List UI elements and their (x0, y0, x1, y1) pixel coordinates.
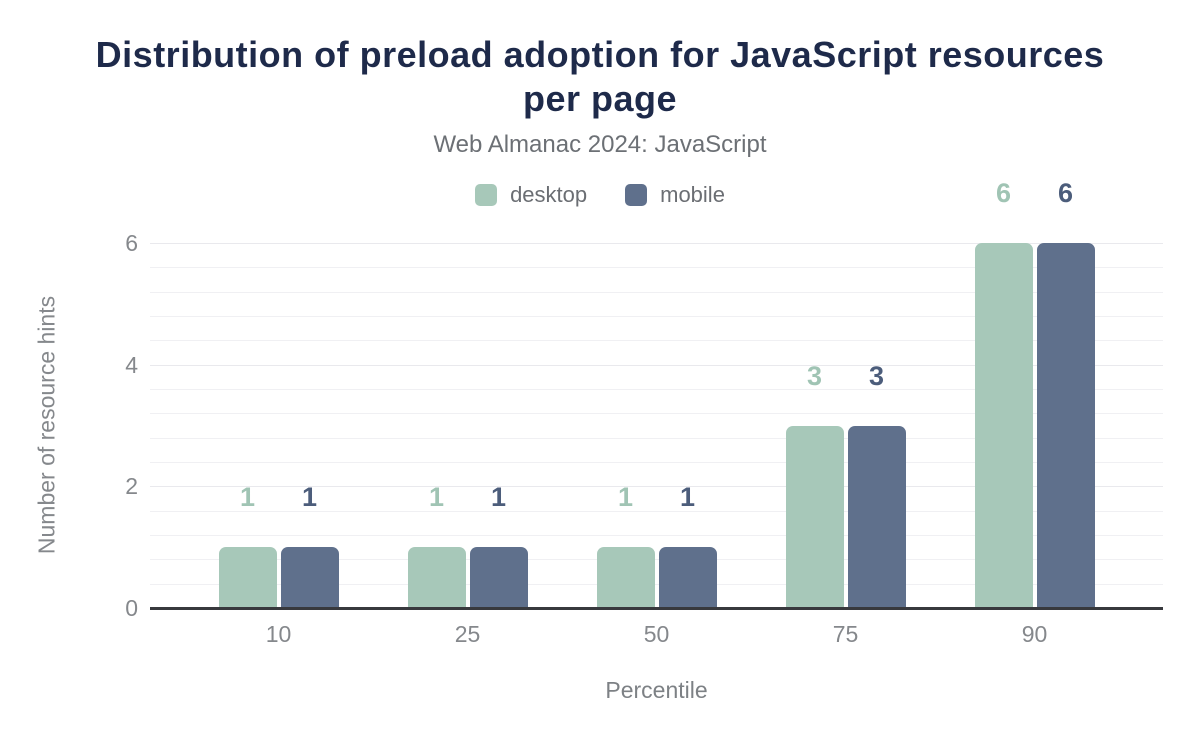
value-label-desktop-p10: 1 (239, 482, 256, 513)
bar-mobile-p75[interactable] (847, 425, 906, 608)
y-tick-6: 6 (125, 230, 138, 256)
gridline-y-0.8 (150, 559, 1163, 561)
bar-mobile-p90[interactable] (1036, 243, 1095, 608)
bar-desktop-p75[interactable] (785, 425, 844, 608)
y-tick-4: 4 (125, 351, 138, 378)
y-tick-2: 2 (125, 473, 138, 500)
value-label-desktop-p75: 3 (806, 360, 823, 391)
gridline-y-4.4 (150, 340, 1163, 342)
bar-mobile-p25[interactable] (469, 547, 528, 608)
x-tick-10: 10 (265, 621, 292, 647)
plot-area: 1 1 10 1 1 25 1 1 50 3 3 75 6 6 90 0 2 4 6 (125, 180, 1163, 647)
gridline-y-1.6 (150, 510, 1163, 512)
gridline-y-5.6 (150, 267, 1163, 269)
x-axis-title: Percentile (605, 677, 708, 703)
gridline-y-2.0 (150, 486, 1163, 488)
value-label-desktop-p50: 1 (617, 482, 634, 513)
y-tick-0: 0 (125, 595, 138, 621)
bar-desktop-p25[interactable] (407, 547, 466, 608)
x-tick-90: 90 (1021, 621, 1048, 647)
legend: desktop mobile (0, 182, 1200, 208)
y-axis-title-text: Number of resource hints (33, 295, 60, 555)
gridline-y-1.2 (150, 535, 1163, 536)
gridline-y-0.4 (150, 583, 1163, 585)
legend-label-mobile: mobile (660, 182, 725, 207)
gridline-y-6.0 (150, 243, 1163, 244)
bar-desktop-p10[interactable] (218, 547, 277, 608)
bar-mobile-p50[interactable] (658, 547, 717, 608)
chart-subtitle: Web Almanac 2024: JavaScript (433, 131, 767, 158)
gridline-y-5.2 (150, 291, 1163, 293)
bar-mobile-p10[interactable] (280, 547, 339, 608)
value-label-desktop-p25: 1 (428, 482, 445, 513)
x-tick-50: 50 (643, 621, 670, 647)
value-label-mobile-p10: 1 (301, 482, 318, 513)
bar-desktop-p90[interactable] (974, 243, 1033, 608)
x-axis-line (150, 607, 1163, 610)
chart-title: Distribution of preload adoption for Jav… (0, 33, 1200, 121)
gridline-y-2.4 (150, 462, 1163, 463)
legend-swatch-desktop (475, 184, 498, 206)
chart-title-text: Distribution of preload adoption for Jav… (95, 34, 1105, 119)
value-label-mobile-p50: 1 (679, 482, 696, 513)
legend-item-desktop[interactable]: desktop (475, 182, 587, 208)
x-tick-25: 25 (454, 621, 481, 647)
legend-label-desktop: desktop (510, 182, 588, 207)
legend-item-mobile[interactable]: mobile (625, 182, 725, 208)
value-label-mobile-p75: 3 (868, 360, 885, 391)
gridline-y-3.6 (150, 389, 1163, 390)
bar-desktop-p50[interactable] (596, 547, 655, 608)
gridline-y-4.0 (150, 364, 1163, 366)
x-tick-75: 75 (832, 621, 859, 647)
value-label-mobile-p90: 6 (1057, 178, 1074, 208)
gridline-y-4.8 (150, 316, 1163, 317)
gridline-y-3.2 (150, 413, 1163, 415)
value-label-mobile-p25: 1 (490, 482, 507, 513)
legend-swatch-mobile (625, 184, 648, 206)
gridline-y-2.8 (150, 437, 1163, 439)
value-label-desktop-p90: 6 (995, 178, 1012, 208)
